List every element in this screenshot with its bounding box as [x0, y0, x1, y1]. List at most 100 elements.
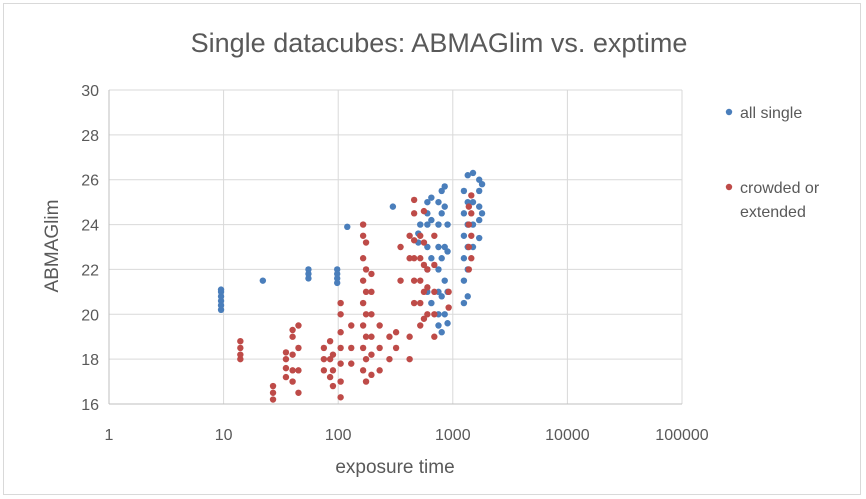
data-point: [270, 390, 276, 396]
data-point: [411, 237, 417, 243]
y-tick-label: 30: [81, 83, 99, 100]
data-point: [337, 378, 343, 384]
data-point: [466, 203, 472, 209]
data-point: [442, 311, 448, 317]
data-point: [330, 367, 336, 373]
data-point: [431, 262, 437, 268]
data-point: [330, 351, 336, 357]
x-tick-label: 1: [105, 427, 114, 444]
data-point: [461, 255, 467, 261]
data-point: [411, 277, 417, 283]
data-point: [368, 334, 374, 340]
data-point: [444, 248, 450, 254]
data-point: [461, 188, 467, 194]
data-point: [476, 235, 482, 241]
data-point: [386, 334, 392, 340]
data-point: [468, 192, 474, 198]
data-point: [368, 311, 374, 317]
data-point: [295, 345, 301, 351]
data-point: [428, 255, 434, 261]
data-point: [348, 322, 354, 328]
data-point: [337, 345, 343, 351]
data-point: [442, 183, 448, 189]
data-point: [417, 233, 423, 239]
data-point: [417, 322, 423, 328]
data-point: [438, 329, 444, 335]
data-point: [417, 221, 423, 227]
data-point: [435, 322, 441, 328]
data-point: [321, 367, 327, 373]
data-point: [337, 360, 343, 366]
data-point: [406, 334, 412, 340]
data-point: [476, 203, 482, 209]
data-point: [337, 300, 343, 306]
data-point: [360, 233, 366, 239]
data-point: [348, 360, 354, 366]
data-point: [428, 194, 434, 200]
data-point: [397, 244, 403, 250]
x-axis-label: exposure time: [335, 457, 454, 478]
data-point: [218, 286, 224, 292]
data-point: [337, 311, 343, 317]
data-point: [348, 345, 354, 351]
data-point: [363, 239, 369, 245]
data-point: [461, 277, 467, 283]
data-point: [468, 255, 474, 261]
data-point: [445, 289, 451, 295]
data-point: [406, 356, 412, 362]
data-point: [270, 396, 276, 402]
data-point: [417, 300, 423, 306]
data-point: [417, 277, 423, 283]
y-tick-label: 20: [81, 307, 99, 324]
data-point: [424, 266, 430, 272]
data-point: [376, 345, 382, 351]
data-point: [334, 266, 340, 272]
data-point: [417, 255, 423, 261]
chart-title: Single datacubes: ABMAGlim vs. exptime: [191, 28, 688, 58]
data-point: [376, 322, 382, 328]
y-tick-label: 16: [81, 397, 99, 414]
data-point: [295, 390, 301, 396]
data-point: [289, 327, 295, 333]
data-point: [431, 233, 437, 239]
data-point: [461, 300, 467, 306]
y-tick-label: 24: [81, 218, 99, 235]
data-point: [435, 244, 441, 250]
data-point: [289, 351, 295, 357]
data-point: [421, 239, 427, 245]
data-point: [411, 197, 417, 203]
data-point: [431, 334, 437, 340]
data-point: [466, 266, 472, 272]
legend-marker: [726, 109, 732, 115]
data-point: [445, 304, 451, 310]
data-point: [270, 383, 276, 389]
data-point: [321, 356, 327, 362]
data-point: [283, 365, 289, 371]
data-point: [438, 210, 444, 216]
data-point: [397, 277, 403, 283]
y-tick-label: 26: [81, 173, 99, 190]
series-0: [218, 170, 485, 336]
data-point: [461, 233, 467, 239]
data-point: [237, 338, 243, 344]
data-point: [330, 383, 336, 389]
y-tick-label: 22: [81, 262, 99, 279]
data-point: [363, 356, 369, 362]
data-point: [295, 322, 301, 328]
legend-marker: [726, 184, 732, 190]
data-point: [283, 349, 289, 355]
data-point: [424, 311, 430, 317]
data-point: [442, 203, 448, 209]
data-point: [438, 293, 444, 299]
data-point: [360, 300, 366, 306]
x-tick-label: 100000: [655, 427, 708, 444]
data-point: [442, 277, 448, 283]
data-point: [368, 351, 374, 357]
data-point: [428, 217, 434, 223]
data-point: [360, 277, 366, 283]
data-point: [479, 210, 485, 216]
data-point: [363, 378, 369, 384]
data-point: [444, 221, 450, 227]
data-point: [368, 289, 374, 295]
